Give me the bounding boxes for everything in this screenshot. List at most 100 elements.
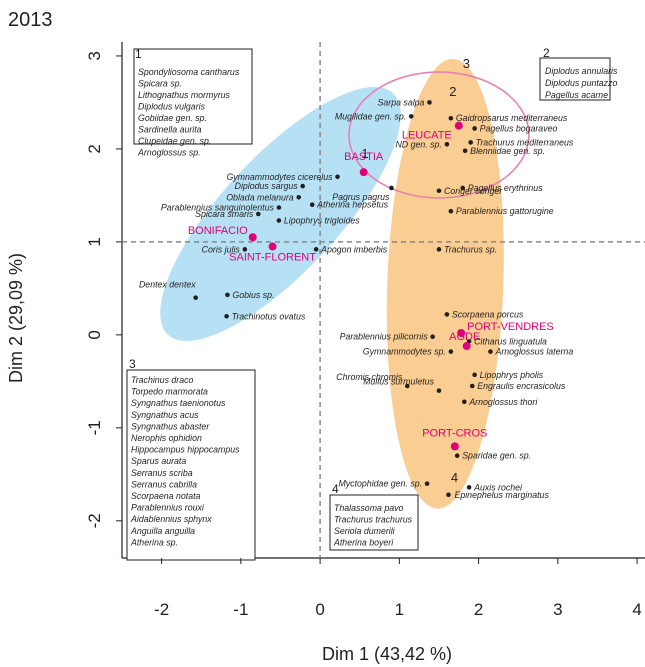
y-tick-label: -2 xyxy=(85,513,104,528)
pink-cluster-ellipse xyxy=(348,71,530,199)
species-label: Oblada melanura xyxy=(226,192,294,202)
text-box-number: 4 xyxy=(332,482,339,496)
group-marker-4: 4 xyxy=(451,470,458,485)
orange-cluster-ellipse xyxy=(386,58,504,509)
species-point xyxy=(444,141,450,147)
species-label: Myctophidae gen. sp. xyxy=(338,479,422,489)
species-label: Parablennius sanguinolentus xyxy=(161,202,275,212)
text-box-item: Syngnathus taenionotus xyxy=(131,398,226,408)
site-label: SAINT-FLORENT xyxy=(229,252,316,264)
text-box-2 xyxy=(539,57,611,101)
species-label: Sarpa salpa xyxy=(378,97,425,107)
text-box-item: Atherina sp. xyxy=(130,537,178,547)
species-label: Mullus surmuletus xyxy=(363,377,434,387)
species-label: Scorpaena porcus xyxy=(452,309,524,319)
species-label: Atherina hepsetus xyxy=(316,200,389,210)
text-box-item: Syngnathus abaster xyxy=(131,421,210,431)
species-point xyxy=(454,453,460,459)
species-point xyxy=(488,349,493,354)
species-point xyxy=(446,492,451,498)
species-point xyxy=(460,185,466,191)
species-point xyxy=(444,312,450,317)
species-label: Engraulis encrasicolus xyxy=(477,381,566,391)
text-box-item: Diplodus annularis xyxy=(545,66,618,76)
chart-title: 2013 xyxy=(8,9,53,31)
site-point xyxy=(268,242,277,251)
species-label: Trachurus sp. xyxy=(444,244,497,254)
species-label: Trachurus mediterraneus xyxy=(476,137,574,147)
species-label: Arnoglossus thori xyxy=(468,397,538,407)
group-marker-3: 3 xyxy=(463,56,470,71)
site-point xyxy=(359,168,368,177)
species-point xyxy=(193,295,198,300)
text-box-item: Serranus cabrilla xyxy=(131,479,197,489)
species-label: Lipophrys trigloides xyxy=(284,216,360,226)
y-tick-label: 1 xyxy=(85,237,104,246)
species-point xyxy=(309,202,315,208)
x-tick-label: 2 xyxy=(474,600,483,619)
text-box-1 xyxy=(133,48,253,145)
species-label: Pagellus erythrinus xyxy=(468,183,543,193)
x-tick-label: -2 xyxy=(154,600,169,619)
y-tick-label: 3 xyxy=(85,51,104,60)
group-marker-2: 2 xyxy=(449,84,456,99)
species-point xyxy=(430,334,435,340)
text-box-number: 3 xyxy=(129,357,136,371)
species-label: Conger conger xyxy=(444,186,503,196)
species-label: ND gen. sp. xyxy=(395,139,441,149)
species-point xyxy=(313,247,319,252)
text-box-item: Sparus aurata xyxy=(131,456,186,466)
species-label: Trachinotus ovatus xyxy=(232,311,306,321)
text-box-item: Aidablennius sphynx xyxy=(130,514,212,524)
species-label: Gaidropsarus mediterraneus xyxy=(456,113,568,123)
x-tick-label: 4 xyxy=(632,600,641,619)
species-label: Dentex dentex xyxy=(139,280,196,290)
text-box-item: Trachurus trachurus xyxy=(334,515,413,525)
site-label: BASTIA xyxy=(344,151,384,163)
text-boxes: 1 Spondyliosoma cantharus Spicara sp.Litho… xyxy=(126,46,618,561)
site-label: PORT-VENDRES xyxy=(467,321,554,333)
text-box-item: Lithognathus mormyrus xyxy=(138,90,231,100)
species-point xyxy=(224,313,229,319)
site-label: BONIFACIO xyxy=(188,225,248,237)
species-label: Coris julis xyxy=(202,244,241,254)
group-markers: 1 23 4 xyxy=(361,56,470,485)
text-box-item: Torpedo marmorata xyxy=(131,387,208,397)
site-point xyxy=(457,329,466,338)
text-box-item: Clupeidae gen. sp. xyxy=(138,136,211,146)
species-point xyxy=(255,211,261,217)
species-point xyxy=(472,126,477,131)
text-box-4 xyxy=(329,494,419,551)
species-point xyxy=(296,194,302,200)
species-label: Gymnammodytes cicerelus xyxy=(226,172,333,182)
site-point xyxy=(454,121,463,130)
text-box-item: Arnoglossus sp. xyxy=(137,148,201,158)
text-box-item: Thalassoma pavo xyxy=(334,503,404,513)
species-label: Parablennius gattorugine xyxy=(456,206,554,216)
species-point xyxy=(468,140,473,145)
species-label: Blenniidae gen. sp. xyxy=(470,146,545,156)
text-box-item: Serranus scriba xyxy=(131,468,193,478)
species-point xyxy=(408,114,414,119)
text-box-item: Diplodus puntazzo xyxy=(545,78,617,88)
site-label: LEUCATE xyxy=(402,130,452,142)
text-box-number: 2 xyxy=(543,46,550,60)
text-box-item: Anguilla anguilla xyxy=(130,526,195,536)
text-box-3 xyxy=(126,369,256,561)
species-point xyxy=(448,349,454,354)
species-point xyxy=(436,388,442,393)
species-label: Gymnammodytes sp. xyxy=(363,347,446,357)
species-point xyxy=(225,292,230,298)
species-label: Epinephelus marginatus xyxy=(454,490,549,500)
x-tick-label: 3 xyxy=(553,600,562,619)
text-box-item: Seriola dumerili xyxy=(334,526,396,536)
species-point xyxy=(300,183,305,189)
text-box-number: 1 xyxy=(135,47,142,61)
x-axis-label: Dim 1 (43,42 %) xyxy=(322,644,452,664)
species-point xyxy=(448,115,454,121)
text-box-item: Nerophis ophidion xyxy=(131,433,202,443)
y-axis-ticks: -2 -1 0 1 2 3 xyxy=(85,51,122,528)
site-label: PORT-CROS xyxy=(422,427,487,439)
species-point xyxy=(448,208,454,214)
